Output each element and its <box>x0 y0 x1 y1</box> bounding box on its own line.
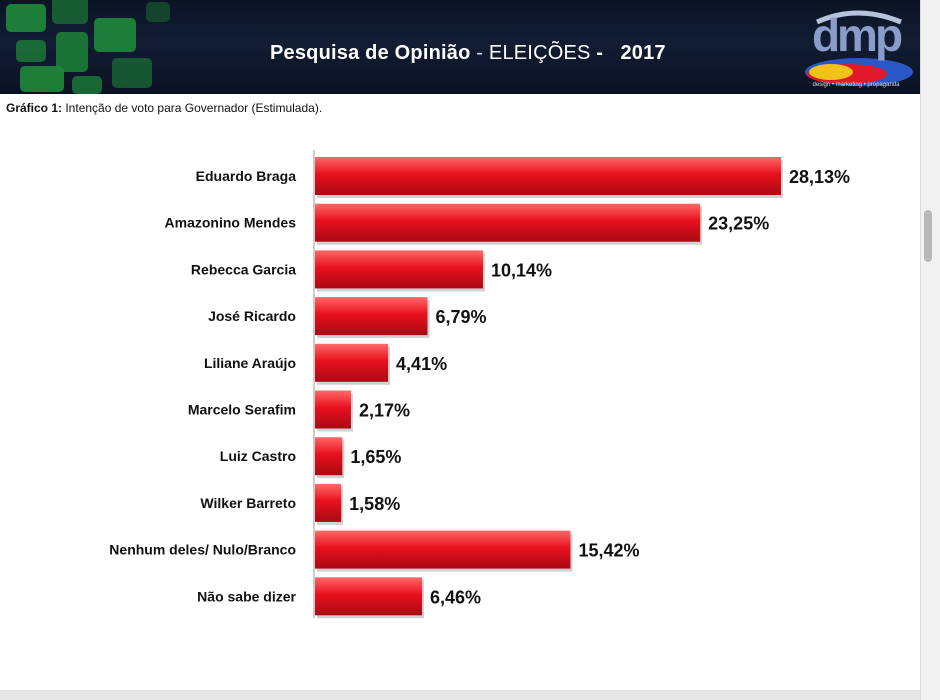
data-label: 23,25% <box>708 214 769 234</box>
title-dash: - <box>470 42 489 64</box>
bar <box>315 483 342 522</box>
data-label: 6,79% <box>435 307 486 327</box>
logo-text: dmp <box>811 9 903 61</box>
bar <box>315 157 781 195</box>
category-label: Luiz Castro <box>220 448 296 464</box>
data-label: 28,13% <box>789 167 850 187</box>
data-label: 4,41% <box>396 354 447 374</box>
title-main: Pesquisa de Opinião <box>270 42 471 64</box>
category-label: Wilker Barreto <box>200 495 296 511</box>
category-label: Nenhum deles/ Nulo/Branco <box>109 542 296 558</box>
bar <box>315 577 423 616</box>
vertical-scrollbar[interactable] <box>920 0 940 700</box>
bar <box>315 297 428 336</box>
bar <box>315 530 571 569</box>
title-dash-2: - <box>590 42 621 64</box>
data-label: 6,46% <box>430 587 481 607</box>
category-label: Rebecca Garcia <box>191 261 296 277</box>
data-label: 1,65% <box>350 447 401 467</box>
category-label: Não sabe dizer <box>197 588 296 604</box>
caption-text: Intenção de voto para Governador (Estimu… <box>62 101 323 115</box>
category-label: Marcelo Serafim <box>188 402 296 418</box>
category-label: Liliane Araújo <box>204 355 296 371</box>
logo-tagline: design • marketing • propaganda <box>812 82 900 88</box>
bar <box>315 343 389 382</box>
category-label: José Ricardo <box>208 308 296 324</box>
vote-intention-chart: Eduardo Braga 28,13% Amazonino Mendes 23,25… <box>109 150 850 619</box>
scrollbar-thumb[interactable] <box>924 210 932 262</box>
data-label: 15,42% <box>578 541 639 561</box>
category-label: Amazonino Mendes <box>165 215 297 231</box>
bar <box>315 250 483 289</box>
header-banner: Pesquisa de Opinião - ELEIÇÕES - 2017 dm… <box>0 0 920 94</box>
bar <box>315 437 343 476</box>
chart-caption: Gráfico 1: Intenção de voto para Governa… <box>6 101 322 115</box>
company-logo: dmp design • marketing • propaganda <box>797 8 915 92</box>
title-sub: ELEIÇÕES <box>488 42 591 64</box>
logo-swoosh <box>805 10 913 86</box>
bar <box>315 390 351 429</box>
decorative-tiles <box>0 0 200 94</box>
page-title: Pesquisa de Opinião - ELEIÇÕES - 2017 <box>270 42 666 65</box>
title-year: 2017 <box>620 42 666 64</box>
category-label: Eduardo Braga <box>196 168 297 184</box>
bar <box>315 203 701 242</box>
data-label: 2,17% <box>359 401 410 421</box>
page-bottom-edge <box>0 690 920 700</box>
data-label: 1,58% <box>349 494 400 514</box>
report-page: Pesquisa de Opinião - ELEIÇÕES - 2017 dm… <box>0 0 920 619</box>
caption-label: Gráfico 1: <box>6 101 63 115</box>
data-label: 10,14% <box>491 260 552 280</box>
